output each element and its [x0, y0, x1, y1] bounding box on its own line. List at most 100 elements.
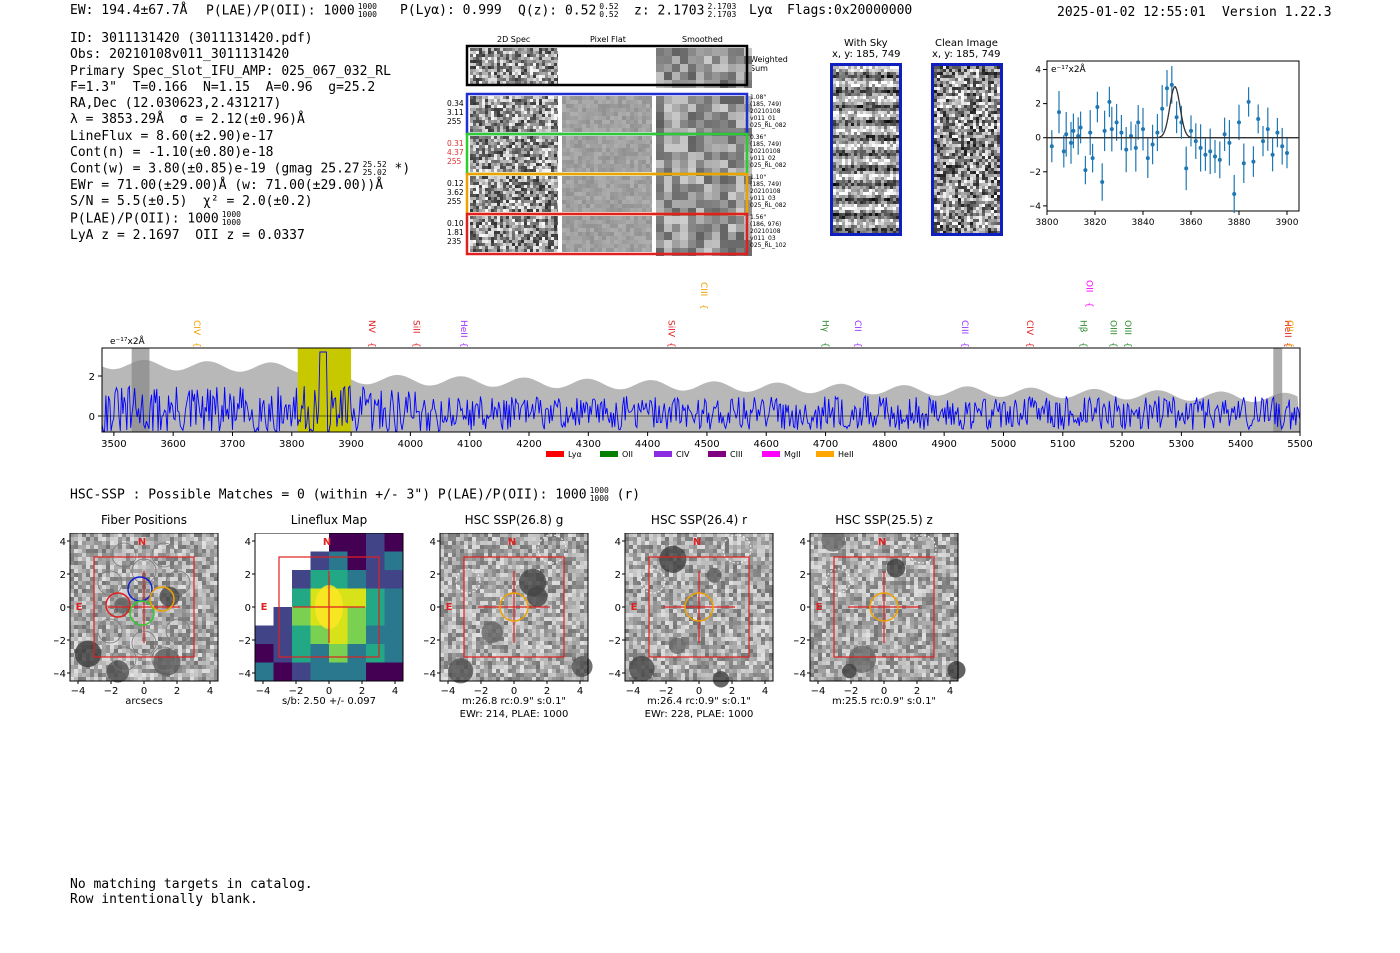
info-obs: Obs: 20210108v011_3011131420 — [70, 47, 290, 63]
spectrum-line-brace: { — [852, 342, 862, 348]
hsc-panel-2: N E −4 −2 0 2 4 4 2 0 −2 −4 — [239, 533, 404, 697]
panel-caption-secondary-3: EWr: 214, PLAE: 1000 — [459, 709, 569, 720]
panel-ytick-label: 0 — [60, 603, 66, 614]
zoom-data-point — [1136, 120, 1141, 125]
panel-title-3: HSC SSP(26.8) g — [464, 513, 564, 527]
panel-ytick-label: 2 — [245, 570, 251, 581]
spectrum-line-brace: { — [1024, 342, 1034, 348]
fiber-circle-red — [105, 592, 131, 618]
spectrum-xtick-label: 4100 — [457, 439, 482, 450]
panel-xtick-label: 4 — [947, 686, 953, 697]
spectrum-line-brace: { — [1122, 342, 1132, 348]
fiber-circle-orange — [149, 586, 175, 612]
panel-ytick-label: 2 — [430, 570, 436, 581]
panel-ytick-label: −4 — [609, 669, 621, 680]
spectrum-line-id-label: SiII — [410, 320, 420, 334]
spectrum-xtick-label: 4600 — [754, 439, 779, 450]
zoom-data-point — [1232, 191, 1237, 196]
spectrum-line-id-label: HeII — [1282, 320, 1292, 338]
panel-ytick-label: −4 — [239, 669, 251, 680]
spectrum-line-brace: { — [1084, 302, 1094, 308]
header-ew: EW: 194.4±67.7Å — [70, 3, 188, 18]
panel-caption-1: arcsecs — [125, 696, 163, 707]
zoom-data-point — [1088, 130, 1093, 135]
info-id: ID: 3011131420 (3011131420.pdf) — [70, 31, 313, 46]
zoom-data-point — [1133, 145, 1138, 150]
panel-xtick-label: −4 — [256, 686, 271, 697]
panel-east-label: E — [76, 602, 83, 613]
spectrum-unit-label: e⁻¹⁷x2Å — [110, 335, 146, 347]
zoom-chart: e⁻¹⁷x2Å 3800 3820 3840 3860 3880 3900 4 2 0 −2 −4 — [1030, 60, 1300, 228]
legend-swatch — [762, 451, 780, 457]
zoom-data-point — [1165, 86, 1169, 91]
panel-xtick-label: 4 — [392, 686, 398, 697]
spectrum-xtick-label: 4900 — [931, 439, 956, 450]
cutout-col-2dspec: 2D Spec — [497, 35, 531, 44]
with-sky-image — [830, 63, 902, 236]
zoom-data-point — [1145, 156, 1150, 161]
clean-image-coords: x, y: 185, 749 — [932, 49, 1001, 60]
zoom-xtick-label: 3800 — [1036, 218, 1059, 228]
panel-north-label: N — [508, 537, 516, 548]
panel-xtick-label: 0 — [141, 686, 147, 697]
zoom-data-point — [1198, 145, 1203, 150]
header-flags: Flags:0x20000000 — [787, 3, 913, 18]
info-lyaz: LyA z = 2.1697 OII z = 0.0337 — [70, 227, 305, 243]
legend-label: OII — [622, 450, 633, 459]
panel-ytick-label: −2 — [794, 636, 806, 647]
spectrum-xtick-label: 5400 — [1228, 439, 1253, 450]
footer-line-2: Row intentionally blank. — [70, 892, 258, 907]
info-params: F=1.3" T=0.166 N=1.15 A=0.96 g=25.2 — [70, 79, 376, 95]
zoom-xtick-label: 3860 — [1180, 218, 1203, 228]
panel-ytick-label: 2 — [615, 570, 621, 581]
panel-ytick-label: 2 — [60, 570, 66, 581]
zoom-data-point — [1275, 130, 1280, 135]
zoom-ytick-label: −2 — [1030, 168, 1041, 178]
panel-ytick-label: −4 — [794, 669, 806, 680]
spectrum-xtick-label: 5300 — [1169, 439, 1194, 450]
zoom-data-point — [1069, 140, 1073, 145]
zoom-data-point — [1237, 120, 1241, 125]
panel-xtick-label: −2 — [474, 686, 489, 697]
panel-east-label: E — [261, 602, 268, 613]
spectrum-ytick-label: 0 — [89, 412, 95, 423]
spectrum-line-brace: { — [410, 342, 420, 348]
spectrum-chart: CIV {NV {SiII {HeII {SiIV {CIII {Hγ {CII {CIII {C… — [89, 280, 1313, 459]
zoom-data-point — [1100, 180, 1105, 185]
spectrum-xtick-label: 3600 — [160, 439, 185, 450]
panel-ytick-label: 0 — [615, 603, 621, 614]
panel-caption-5: m:25.5 rc:0.9" s:0.1" — [831, 696, 937, 707]
zoom-data-point — [1107, 99, 1112, 104]
panel-xtick-label: −4 — [441, 686, 456, 697]
spectrum-line-id-label: OIII — [1107, 320, 1117, 335]
cutout-row-frame-4 — [465, 212, 749, 256]
zoom-data-point — [1129, 134, 1133, 138]
spectrum-xtick-label: 3500 — [101, 439, 126, 450]
spectrum-xtick-label: 4500 — [694, 439, 719, 450]
zoom-ytick-label: 4 — [1035, 66, 1041, 76]
panel-north-label: N — [138, 537, 146, 548]
zoom-data-point — [1208, 149, 1213, 154]
panel-xtick-label: 2 — [729, 686, 735, 697]
spectrum-line-brace: { — [191, 342, 201, 348]
zoom-data-point — [1203, 152, 1208, 157]
zoom-data-point — [1285, 151, 1289, 156]
zoom-data-point — [1270, 152, 1275, 157]
header-plae: P(LAE)/P(OII): 1000 1000 1000 — [206, 2, 377, 19]
panel-aperture-box — [833, 556, 935, 658]
panel-caption-3: m:26.8 rc:0.9" s:0.1" — [461, 696, 567, 707]
zoom-data-point — [1109, 127, 1114, 132]
zoom-data-point — [1160, 106, 1165, 111]
spectrum-xtick-label: 4300 — [576, 439, 601, 450]
zoom-data-point — [1071, 128, 1076, 133]
zoom-data-point — [1102, 128, 1107, 133]
zoom-data-point — [1061, 149, 1066, 154]
info-lambda: λ = 3853.29Å σ = 2.12(±0.96)Å — [70, 112, 305, 128]
cutout-row-stats-4: 0.10 1.81 235 — [447, 219, 464, 246]
spectrum-xtick-label: 5200 — [1109, 439, 1134, 450]
panel-title-1: Fiber Positions — [100, 513, 188, 527]
hsc-panel-1: N E −4 −2 0 2 4 4 2 0 −2 −4 — [54, 533, 219, 697]
panel-target-circle — [869, 592, 899, 622]
panel-ytick-label: 4 — [800, 537, 806, 548]
zoom-data-point — [1083, 168, 1088, 173]
